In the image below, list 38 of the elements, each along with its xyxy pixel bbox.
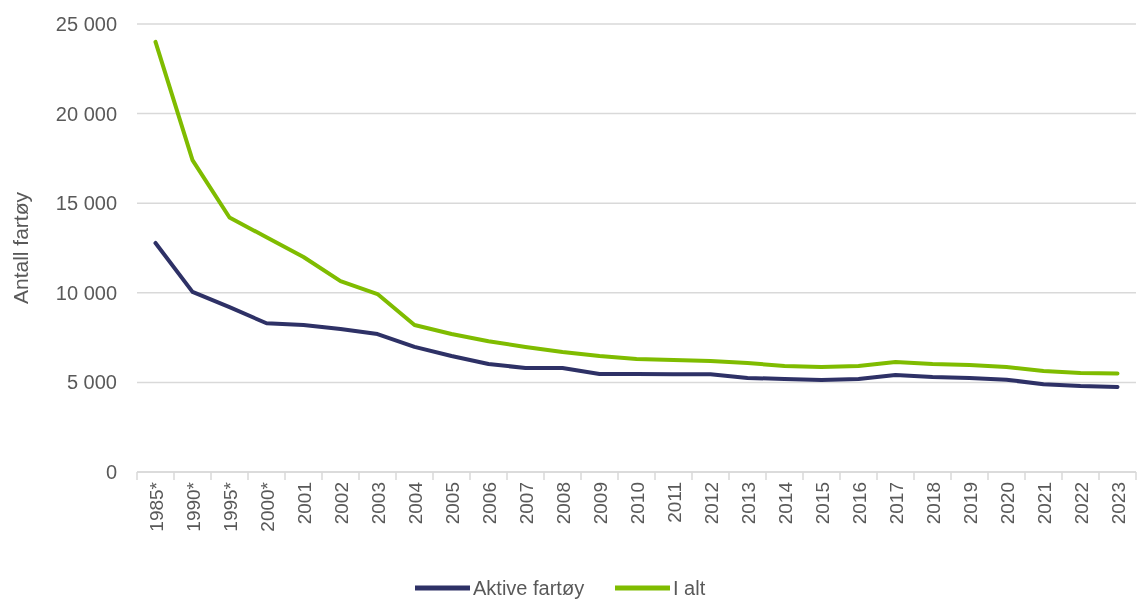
y-tick-label: 10 000	[55, 281, 117, 304]
y-tick-label: 15 000	[55, 192, 117, 215]
x-tick-label: 2017	[885, 482, 907, 525]
x-tick-label: 2004	[404, 481, 426, 525]
y-tick-label: 0	[105, 461, 117, 483]
legend-label: I alt	[673, 577, 706, 599]
x-tick-label: 2006	[478, 482, 500, 525]
x-tick-label: 2005	[441, 482, 463, 525]
x-tick-label: 2009	[589, 482, 611, 525]
x-tick-label: 2011	[663, 482, 685, 523]
y-tick-label: 5 000	[66, 371, 117, 394]
x-tick-label: 1995*	[219, 481, 241, 532]
x-tick-label: 2002	[330, 482, 352, 525]
x-tick-label: 2023	[1107, 482, 1129, 525]
line-series	[153, 39, 1120, 376]
y-tick-label: 25 000	[55, 13, 117, 35]
x-tick-label: 2019	[959, 482, 981, 525]
x-tick-label: 2021	[1033, 482, 1055, 525]
y-tick-label: 20 000	[55, 102, 117, 125]
x-tick-label: 2014	[774, 481, 796, 525]
x-tick-label: 1985*	[145, 481, 167, 532]
x-tick-label: 2015	[811, 482, 833, 525]
y-axis-title: Antall fartøy	[9, 191, 32, 305]
x-tick-label: 2016	[848, 482, 870, 525]
x-tick-label: 2000*	[256, 481, 278, 532]
x-tick-label: 2008	[552, 482, 574, 525]
x-tick-label: 2020	[996, 482, 1018, 525]
x-tick-label: 2022	[1070, 482, 1092, 525]
x-tick-label: 1990*	[182, 481, 204, 532]
x-tick-label: 2018	[922, 482, 944, 525]
x-tick-label: 2007	[515, 482, 537, 525]
x-tick-label: 2010	[626, 482, 648, 525]
x-tick-label: 2012	[700, 482, 722, 525]
x-tick-label: 2013	[737, 482, 759, 525]
line-series	[153, 240, 1120, 389]
x-tick-label: 2001	[293, 482, 315, 525]
x-tick-label: 2003	[367, 482, 389, 525]
legend-label: Aktive fartøy	[473, 577, 585, 599]
